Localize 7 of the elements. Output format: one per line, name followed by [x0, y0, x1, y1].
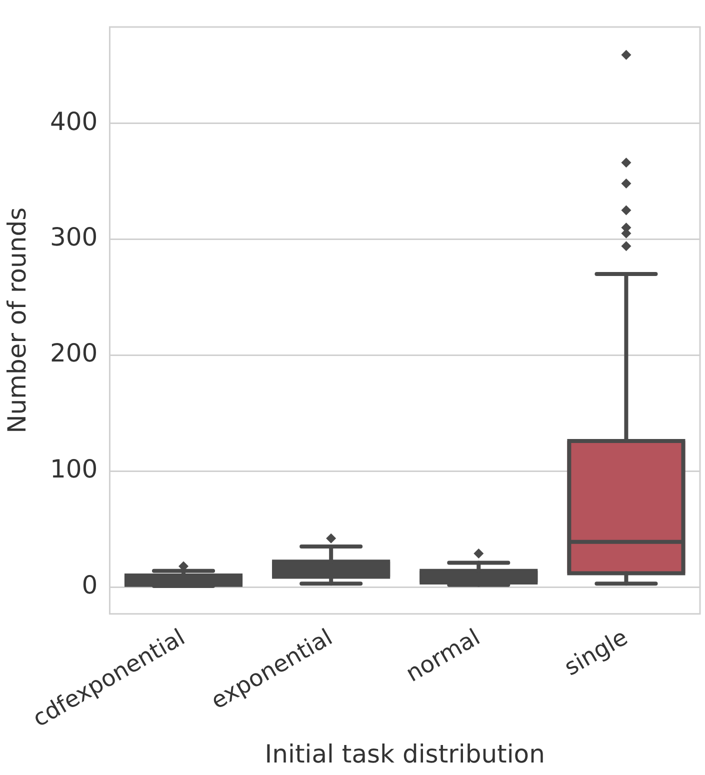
x-axis-title: Initial task distribution — [264, 740, 545, 768]
y-axis-title: Number of rounds — [2, 207, 32, 434]
y-tick-label: 100 — [50, 454, 98, 484]
y-tick-label: 300 — [50, 222, 98, 252]
y-tick-label: 400 — [50, 106, 98, 136]
y-tick-label: 0 — [82, 570, 98, 600]
y-tick-label: 200 — [50, 338, 98, 368]
